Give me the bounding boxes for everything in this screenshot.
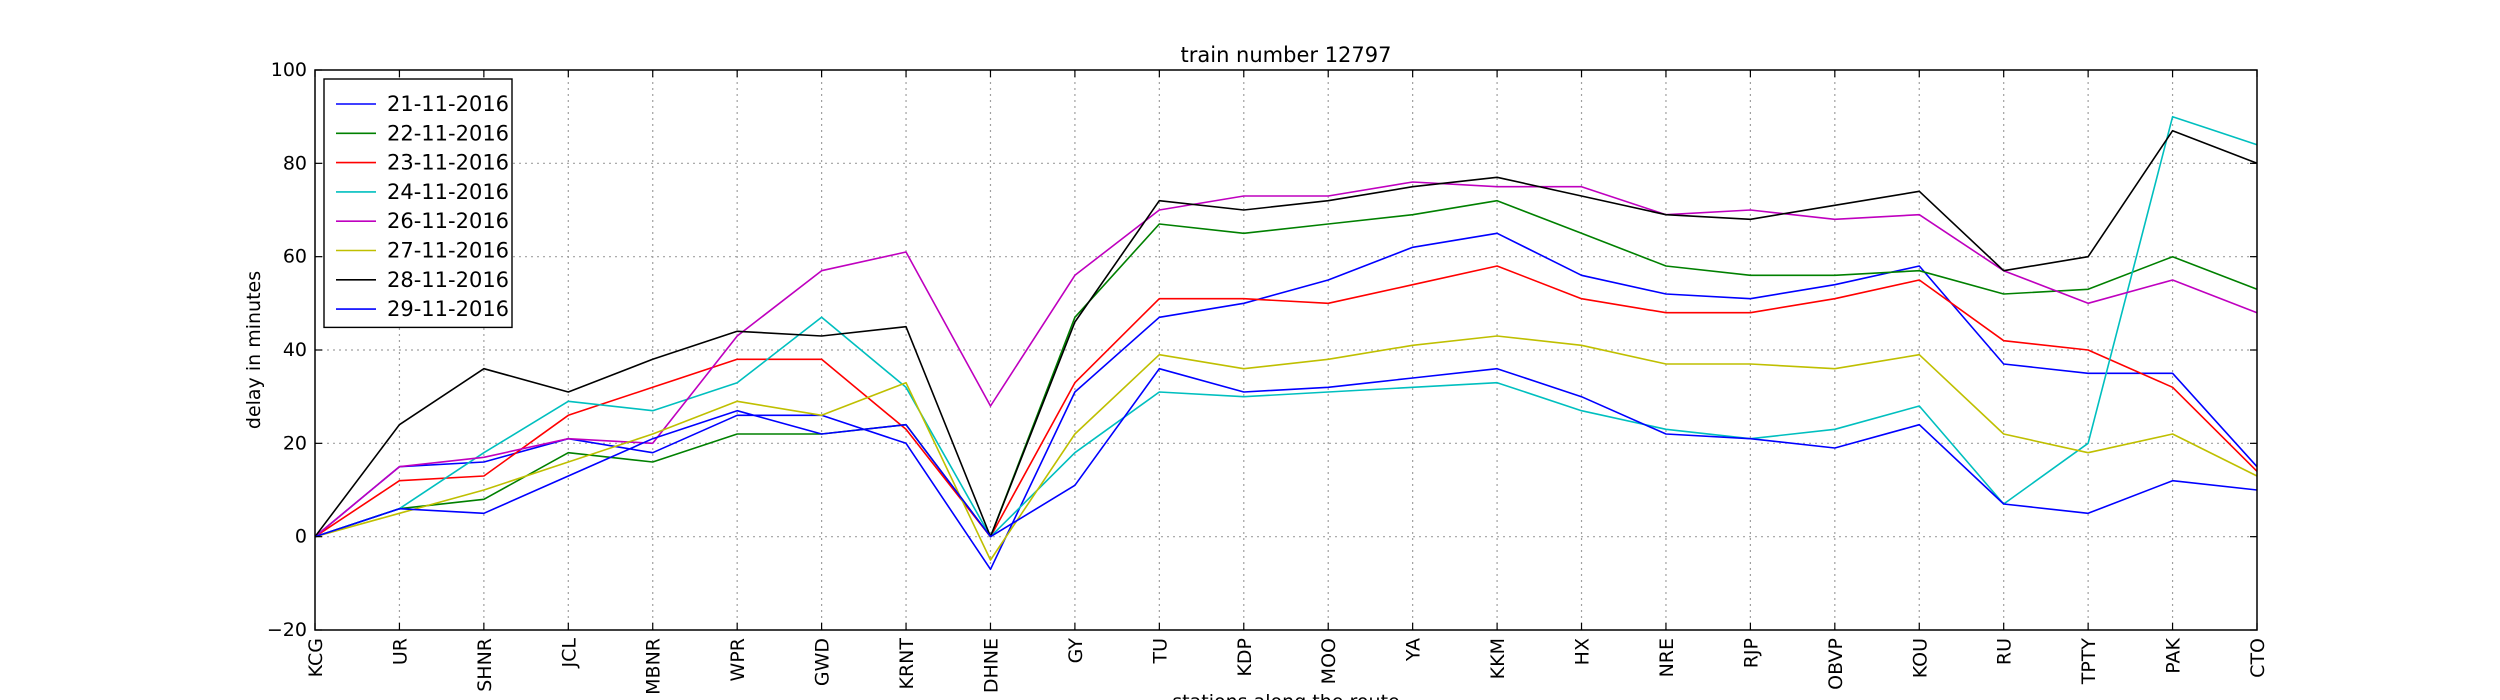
series-line-28-11-2016 [314, 129, 2258, 538]
x-tick-label: UR [389, 638, 411, 665]
legend-label: 24-11-2016 [387, 180, 509, 204]
series-line-24-11-2016 [314, 115, 2258, 538]
legend-label: 28-11-2016 [387, 268, 509, 292]
y-tick-label: 100 [271, 59, 307, 81]
legend-label: 27-11-2016 [387, 239, 509, 263]
x-tick-label: WPR [727, 638, 749, 681]
x-tick-label: TPTY [2078, 638, 2100, 686]
series-line-29-11-2016 [314, 367, 2258, 538]
y-axis-ticks: −20 0 20 40 60 80 100 [267, 59, 2257, 641]
legend: 21-11-2016 22-11-2016 23-11-2016 24-11-2016… [323, 78, 513, 329]
x-tick-label: NRE [1656, 638, 1678, 677]
x-tick-label: KOU [1909, 638, 1931, 678]
legend-label: 21-11-2016 [387, 92, 509, 116]
y-tick-label: 20 [283, 432, 307, 454]
x-tick-label: RJP [1740, 638, 1762, 668]
x-tick-label: GWD [812, 638, 834, 686]
legend-label: 22-11-2016 [387, 121, 509, 145]
x-tick-label: CTO [2247, 638, 2269, 678]
grid-lines [315, 70, 2257, 630]
y-tick-label: 60 [283, 246, 307, 268]
y-tick-label: 80 [283, 152, 307, 174]
x-tick-label: HX [1572, 638, 1594, 665]
x-tick-label: JCL [558, 638, 580, 669]
series-line-21-11-2016 [314, 232, 2258, 571]
series-line-26-11-2016 [314, 181, 2258, 538]
x-tick-label: TU [1149, 638, 1171, 665]
chart-title: train number 12797 [1181, 43, 1392, 67]
x-tick-label: PAK [2163, 637, 2185, 673]
legend-box [323, 78, 513, 329]
x-tick-label: KKM [1487, 638, 1509, 679]
x-tick-label: RU [1994, 638, 2016, 665]
series-line-27-11-2016 [314, 335, 2258, 561]
series-line-22-11-2016 [314, 199, 2258, 538]
series-lines [314, 115, 2258, 571]
x-axis-ticks: KCG UR SHNR JCL MBNR WPR GWD KRNT DHNE GY TU KDP MOO… [305, 70, 2269, 695]
x-tick-label: MBNR [643, 638, 665, 695]
x-tick-label: SHNR [474, 638, 496, 692]
legend-label: 23-11-2016 [387, 151, 509, 175]
legend-label: 29-11-2016 [387, 297, 509, 321]
y-tick-label: 0 [295, 526, 307, 548]
x-tick-label: YA [1403, 638, 1425, 662]
y-tick-label: −20 [267, 619, 307, 641]
x-tick-label: KDP [1234, 638, 1256, 677]
x-tick-label: DHNE [980, 638, 1002, 693]
y-axis-title: delay in minutes [243, 271, 265, 429]
y-tick-label: 40 [283, 339, 307, 361]
x-tick-label: GY [1065, 638, 1087, 664]
x-tick-label: MOO [1318, 638, 1340, 684]
x-tick-label: OBVP [1825, 638, 1847, 690]
x-tick-label: KRNT [896, 638, 918, 690]
series-line-23-11-2016 [314, 265, 2258, 538]
legend-label: 26-11-2016 [387, 209, 509, 233]
x-tick-label: KCG [305, 638, 327, 677]
x-axis-title: stations along the route [1172, 691, 1399, 700]
